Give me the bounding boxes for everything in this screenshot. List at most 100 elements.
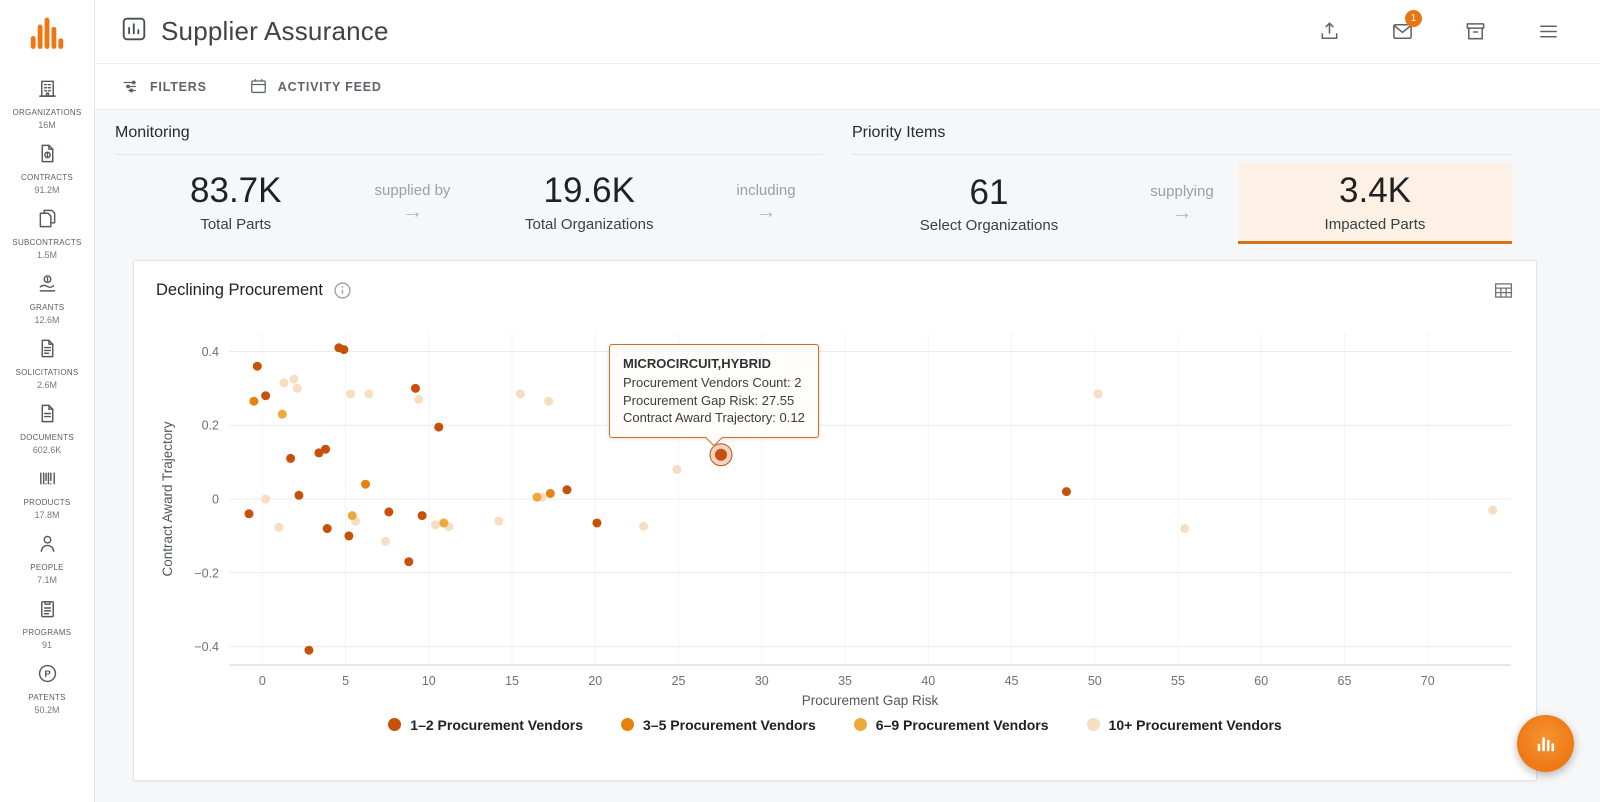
- stacked-documents-icon: [37, 208, 58, 234]
- app-module-icon: [121, 16, 147, 47]
- priority-stats-row: 61 Select Organizations supplying → 3.4K…: [852, 155, 1512, 244]
- sidebar-item-patents[interactable]: P PATENTS 50.2M: [0, 657, 94, 722]
- sidebar: ORGANIZATIONS 16M CONTRACTS 91.2M SUBCON…: [0, 0, 95, 802]
- sidebar-item-products[interactable]: PRODUCTS 17.8M: [0, 462, 94, 527]
- header-left: Supplier Assurance: [121, 16, 1318, 47]
- svg-text:30: 30: [755, 674, 769, 688]
- priority-items-title: Priority Items: [852, 124, 1512, 155]
- brand-logo-icon[interactable]: [24, 12, 70, 58]
- sidebar-item-label: SUBCONTRACTS: [12, 238, 82, 247]
- legend-dot-icon: [853, 718, 867, 731]
- chart-legend: 1–2 Procurement Vendors 3–5 Procurement …: [134, 709, 1536, 733]
- info-icon[interactable]: [333, 281, 352, 300]
- sidebar-item-label: PRODUCTS: [23, 498, 71, 507]
- svg-text:0: 0: [259, 674, 266, 688]
- menu-button[interactable]: [1537, 20, 1560, 43]
- filters-button[interactable]: FILTERS: [121, 77, 207, 96]
- stat-label: Total Organizations: [525, 215, 654, 233]
- stat-label: Impacted Parts: [1324, 215, 1426, 233]
- sidebar-item-count: 91: [41, 640, 52, 650]
- arrow-right-icon: →: [402, 199, 423, 223]
- scatter-plot-svg: 0 5 10 15 20 25 30 35 40 45 50 55 60 65 70 −0.4 −0.2 0 0.2…: [160, 332, 1511, 708]
- stat-value: 83.7K: [190, 171, 282, 210]
- svg-text:15: 15: [505, 674, 519, 688]
- svg-text:65: 65: [1338, 674, 1352, 688]
- declining-procurement-card: Declining Procurement 0 5 10 15 20 25 30 35 40 45…: [133, 259, 1537, 781]
- sidebar-item-grants[interactable]: GRANTS 12.6M: [0, 267, 94, 332]
- svg-text:25: 25: [672, 674, 686, 688]
- sidebar-item-label: ORGANIZATIONS: [12, 108, 82, 117]
- svg-text:20: 20: [588, 674, 602, 688]
- app-header: Supplier Assurance 1: [95, 0, 1600, 64]
- stat-label: Select Organizations: [919, 217, 1059, 234]
- chart-tooltip: MICROCIRCUIT,HYBRID Procurement Vendors …: [608, 344, 819, 447]
- header-actions: 1: [1318, 10, 1574, 43]
- sidebar-item-organizations[interactable]: ORGANIZATIONS 16M: [0, 72, 94, 137]
- stat-total-organizations[interactable]: 19.6K Total Organizations: [469, 163, 711, 241]
- sidebar-item-subcontracts[interactable]: SUBCONTRACTS 1.5M: [0, 202, 94, 267]
- document-lines-icon: [37, 338, 58, 364]
- tooltip-line: Procurement Vendors Count: 2: [622, 375, 802, 391]
- svg-text:10: 10: [422, 674, 436, 688]
- priority-items-section: Priority Items 61 Select Organizations s…: [852, 124, 1512, 244]
- stat-label: Total Parts: [200, 215, 272, 233]
- document-icon: [37, 403, 58, 429]
- sidebar-item-count: 1.5M: [36, 250, 57, 260]
- fab-analytics-button[interactable]: [1517, 715, 1574, 772]
- legend-item-3-5-vendors[interactable]: 3–5 Procurement Vendors: [621, 717, 816, 733]
- legend-dot-icon: [388, 718, 402, 731]
- svg-text:Contract Award Trajectory: Contract Award Trajectory: [160, 421, 175, 576]
- svg-text:35: 35: [838, 674, 852, 688]
- connector-supplied-by: supplied by →: [357, 182, 469, 222]
- monitoring-stats-row: 83.7K Total Parts supplied by → 19.6K To…: [115, 155, 822, 241]
- svg-text:0.2: 0.2: [202, 418, 219, 432]
- sidebar-item-programs[interactable]: PROGRAMS 91: [0, 592, 94, 657]
- notifications-button[interactable]: 1: [1391, 10, 1422, 43]
- chart-title: Declining Procurement: [156, 280, 323, 299]
- building-icon: [37, 78, 58, 104]
- connector-label: supplied by: [374, 181, 451, 199]
- legend-dot-icon: [621, 718, 635, 731]
- stat-impacted-parts-selected[interactable]: 3.4K Impacted Parts: [1238, 163, 1512, 244]
- stat-select-organizations[interactable]: 61 Select Organizations: [852, 165, 1126, 243]
- svg-text:55: 55: [1171, 674, 1185, 688]
- archive-button[interactable]: [1464, 20, 1487, 43]
- svg-text:40: 40: [921, 674, 935, 688]
- table-view-icon[interactable]: [1493, 280, 1514, 301]
- svg-text:0: 0: [212, 492, 219, 506]
- connector-supplying: supplying →: [1126, 183, 1238, 223]
- connector-label: supplying: [1150, 183, 1214, 201]
- tooltip-line: Contract Award Trajectory: 0.12: [622, 409, 805, 425]
- connector-label: including: [736, 181, 796, 199]
- sidebar-item-people[interactable]: PEOPLE 7.1M: [0, 527, 94, 592]
- svg-text:0.4: 0.4: [202, 344, 219, 358]
- export-button[interactable]: [1318, 20, 1341, 43]
- legend-item-6-9-vendors[interactable]: 6–9 Procurement Vendors: [853, 716, 1049, 733]
- sidebar-item-documents[interactable]: DOCUMENTS 602.6K: [0, 397, 94, 462]
- activity-feed-label: ACTIVITY FEED: [277, 79, 382, 94]
- arrow-right-icon: →: [755, 199, 777, 223]
- svg-text:5: 5: [342, 674, 349, 688]
- legend-item-10plus-vendors[interactable]: 10+ Procurement Vendors: [1086, 717, 1282, 733]
- person-icon: [37, 533, 58, 559]
- stat-total-parts[interactable]: 83.7K Total Parts: [115, 163, 357, 241]
- sidebar-item-solicitations[interactable]: SOLICITATIONS 2.6M: [0, 332, 94, 397]
- legend-item-1-2-vendors[interactable]: 1–2 Procurement Vendors: [388, 717, 583, 733]
- sidebar-item-label: PEOPLE: [30, 563, 64, 572]
- notification-badge: 1: [1405, 10, 1422, 27]
- svg-text:50: 50: [1088, 674, 1102, 688]
- monitoring-section: Monitoring 83.7K Total Parts supplied by…: [115, 124, 822, 244]
- sidebar-item-contracts[interactable]: CONTRACTS 91.2M: [0, 137, 94, 202]
- stats-area: Monitoring 83.7K Total Parts supplied by…: [95, 110, 1600, 260]
- main-column: Supplier Assurance 1: [95, 0, 1600, 802]
- stat-value: 3.4K: [1339, 171, 1411, 210]
- svg-text:70: 70: [1421, 674, 1435, 688]
- connector-including: including →: [710, 182, 822, 222]
- activity-feed-button[interactable]: ACTIVITY FEED: [249, 77, 382, 96]
- scatter-chart[interactable]: 0 5 10 15 20 25 30 35 40 45 50 55 60 65 70 −0.4 −0.2 0 0.2…: [134, 309, 1536, 709]
- svg-text:60: 60: [1254, 674, 1268, 688]
- sidebar-item-label: CONTRACTS: [20, 173, 74, 182]
- sidebar-item-label: DOCUMENTS: [20, 433, 74, 442]
- legend-label: 6–9 Procurement Vendors: [875, 716, 1049, 733]
